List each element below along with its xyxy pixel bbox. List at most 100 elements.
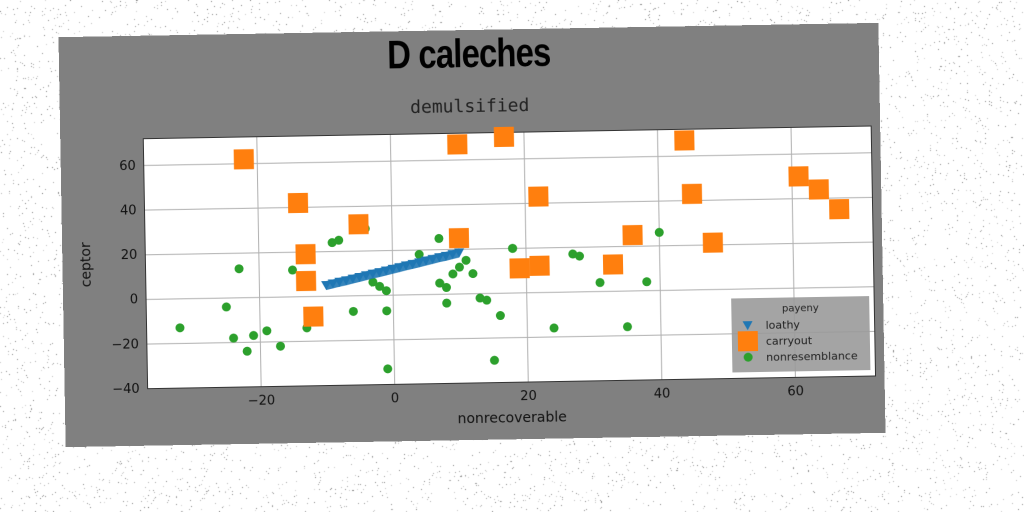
- data-point-loathy: [354, 272, 365, 282]
- data-point-loathy: [380, 266, 391, 276]
- data-point-nonresemblance: [623, 322, 633, 332]
- data-point-loathy: [394, 262, 405, 273]
- data-point-carryout: [702, 232, 724, 253]
- legend-marker-nonresemblance: [743, 352, 753, 362]
- y-axis-label: ceptor: [78, 242, 95, 288]
- data-point-carryout: [287, 192, 309, 214]
- legend-label-carryout: carryout: [766, 334, 813, 348]
- x-gridline: [656, 129, 663, 380]
- data-point-nonresemblance: [175, 323, 185, 333]
- data-point-nonresemblance: [275, 341, 285, 351]
- y-tick-label: 0: [130, 293, 139, 308]
- data-point-carryout: [509, 258, 530, 279]
- data-point-loathy: [420, 256, 431, 266]
- data-point-nonresemblance: [383, 364, 393, 374]
- data-point-nonresemblance: [249, 330, 259, 340]
- x-tick-label: 20: [520, 389, 537, 404]
- data-point-carryout: [303, 306, 324, 327]
- data-point-nonresemblance: [549, 323, 559, 333]
- data-point-loathy: [327, 279, 338, 289]
- y-gridline: [146, 286, 874, 300]
- data-point-nonresemblance: [495, 311, 505, 321]
- data-point-nonresemblance: [435, 278, 445, 288]
- x-axis-label: nonrecoverable: [457, 409, 567, 427]
- x-tick-label: 0: [391, 391, 400, 406]
- data-point-nonresemblance: [575, 251, 585, 261]
- y-gridline: [143, 152, 872, 167]
- data-point-nonresemblance: [489, 355, 499, 365]
- data-point-nonresemblance: [448, 269, 458, 279]
- data-point-carryout: [295, 244, 316, 265]
- legend-marker-carryout: [737, 331, 759, 352]
- data-point-carryout: [602, 254, 624, 275]
- data-point-loathy: [361, 271, 372, 281]
- data-point-nonresemblance: [229, 333, 239, 343]
- y-tick-label: −20: [111, 337, 139, 352]
- legend-title: payeny: [782, 303, 819, 315]
- data-point-loathy: [414, 258, 425, 268]
- data-point-carryout: [622, 224, 643, 246]
- data-point-nonresemblance: [381, 286, 391, 296]
- data-point-nonresemblance: [442, 298, 452, 308]
- data-point-loathy: [367, 269, 378, 279]
- data-point-carryout: [808, 179, 829, 200]
- x-tick-label: 40: [654, 387, 671, 402]
- y-tick-label: 40: [120, 203, 137, 218]
- data-point-nonresemblance: [434, 233, 444, 243]
- data-point-loathy: [447, 250, 458, 260]
- data-point-loathy: [434, 253, 445, 263]
- data-point-nonresemblance: [482, 295, 492, 305]
- data-point-carryout: [681, 183, 703, 205]
- data-point-nonresemblance: [595, 278, 605, 288]
- data-point-nonresemblance: [242, 346, 252, 356]
- data-point-loathy: [400, 261, 411, 271]
- y-tick-label: −40: [112, 382, 140, 397]
- data-point-loathy: [374, 268, 385, 278]
- legend-marker-loathy: [742, 321, 753, 331]
- data-point-loathy: [440, 251, 451, 261]
- data-point-loathy: [334, 277, 345, 287]
- legend-box: [731, 296, 871, 373]
- data-point-carryout: [788, 166, 809, 187]
- y-gridline: [144, 196, 873, 211]
- scatter-plot: −20 0 20 40 60 −40 −20 0 20 40 60 nonrecoverable cep…: [78, 125, 877, 427]
- x-gridline: [523, 132, 529, 383]
- data-point-nonresemblance: [334, 235, 344, 245]
- data-point-carryout: [493, 126, 515, 148]
- data-point-nonresemblance: [508, 243, 518, 253]
- data-point-nonresemblance: [454, 262, 464, 272]
- data-point-loathy: [387, 264, 398, 274]
- data-point-nonresemblance: [375, 281, 385, 291]
- data-point-nonresemblance: [348, 306, 358, 316]
- data-point-loathy: [407, 259, 418, 269]
- data-point-nonresemblance: [461, 255, 471, 265]
- x-tick-label: −20: [248, 393, 276, 408]
- data-point-nonresemblance: [654, 227, 664, 237]
- data-point-carryout: [233, 149, 255, 170]
- data-point-nonresemblance: [642, 277, 652, 287]
- data-point-loathy: [321, 281, 332, 291]
- data-point-loathy: [341, 276, 352, 286]
- data-point-carryout: [447, 134, 468, 155]
- data-point-carryout: [529, 255, 550, 276]
- data-point-nonresemblance: [221, 302, 231, 312]
- y-tick-label: 20: [121, 248, 138, 263]
- x-tick-label: 60: [787, 384, 804, 399]
- data-point-nonresemblance: [262, 326, 272, 336]
- data-point-nonresemblance: [368, 277, 378, 287]
- data-point-carryout: [674, 130, 695, 151]
- x-gridline: [389, 134, 396, 385]
- data-point-loathy: [454, 248, 465, 258]
- data-point-nonresemblance: [441, 282, 451, 292]
- data-point-loathy: [347, 274, 358, 284]
- data-point-carryout: [295, 270, 317, 292]
- data-point-nonresemblance: [468, 269, 478, 279]
- data-point-carryout: [528, 186, 549, 207]
- data-point-carryout: [448, 227, 470, 249]
- data-point-nonresemblance: [382, 306, 392, 316]
- data-point-nonresemblance: [288, 265, 298, 275]
- data-point-loathy: [427, 254, 438, 264]
- x-gridline: [256, 136, 262, 387]
- y-tick-label: 60: [119, 159, 136, 174]
- data-point-carryout: [348, 214, 369, 235]
